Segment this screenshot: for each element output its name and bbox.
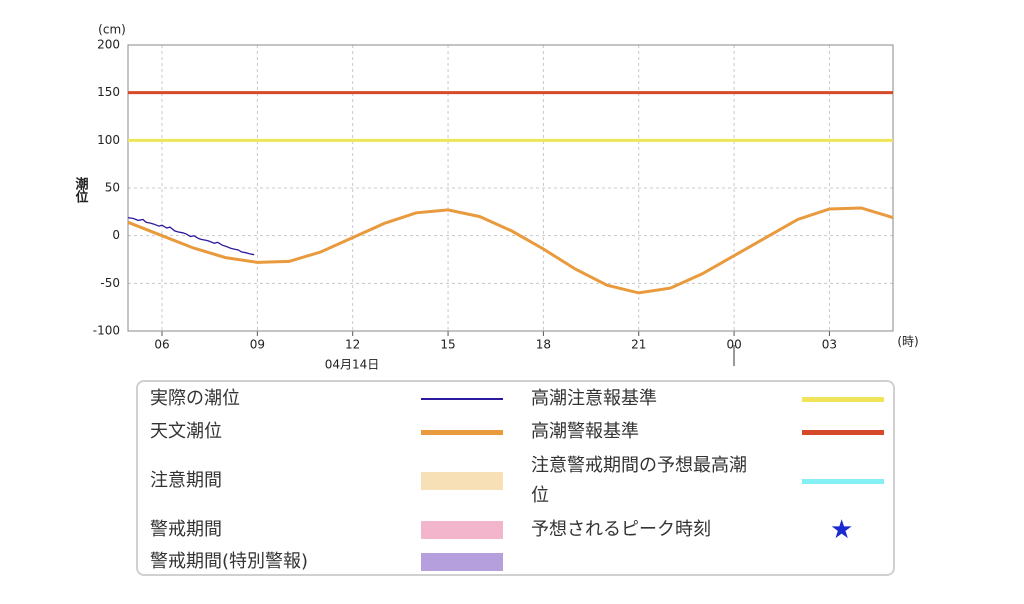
date-label: 04月14日 [325,358,380,372]
x-tick-label: 06 [154,338,169,352]
legend: 実際の潮位天文潮位注意期間警戒期間警戒期間(特別警報) 高潮注意報基準 高潮警報基準… [136,380,895,576]
legend-swatch [802,397,884,402]
series-line [127,216,255,256]
legend-label: 高潮警報基準 [531,421,639,442]
legend-label: 注意期間 [150,470,222,491]
legend-label: 警戒期間 [150,519,222,540]
legend-swatch: ★ [830,515,854,545]
plot-frame [127,44,894,332]
y-tick-label: -50 [100,276,120,290]
legend-swatch [421,521,503,539]
legend-swatch [421,472,503,490]
y-tick-label: 200 [97,38,120,52]
legend-label: 予想されるピーク時刻 [531,519,711,540]
y-tick-label: -100 [93,324,120,338]
y-tick-label: 100 [97,133,120,147]
legend-label: 注意警戒期間の予想最高潮位 [531,455,747,506]
x-unit: (時) [897,335,918,349]
chart: (cm) (時) 04月14日 潮位 -100 -50 0 50 100 150 200 06 0… [73,23,919,372]
x-tick-label: 15 [440,338,455,352]
y-tick-label: 0 [112,228,120,242]
legend-swatch [421,553,503,571]
y-unit: (cm) [98,23,126,37]
legend-label: 実際の潮位 [150,388,240,409]
legend-label: 天文潮位 [150,421,222,442]
legend-swatch [802,479,884,484]
x-tick-label: 12 [345,338,360,352]
x-tick-label: 09 [250,338,265,352]
legend-label: 高潮注意報基準 [531,388,657,409]
y-tick-label: 150 [97,85,120,99]
legend-swatch [421,398,503,400]
y-label: 潮位 [73,176,89,204]
y-tick-label: 50 [105,181,120,195]
legend-label: 警戒期間(特別警報) [150,551,309,572]
legend-swatch [802,430,884,435]
x-tick-label: 03 [822,338,837,352]
x-tick-label: 21 [631,338,646,352]
x-tick-label: 00 [726,338,741,352]
series-line [127,206,894,295]
x-tick-label: 18 [536,338,551,352]
legend-swatch [421,430,503,435]
